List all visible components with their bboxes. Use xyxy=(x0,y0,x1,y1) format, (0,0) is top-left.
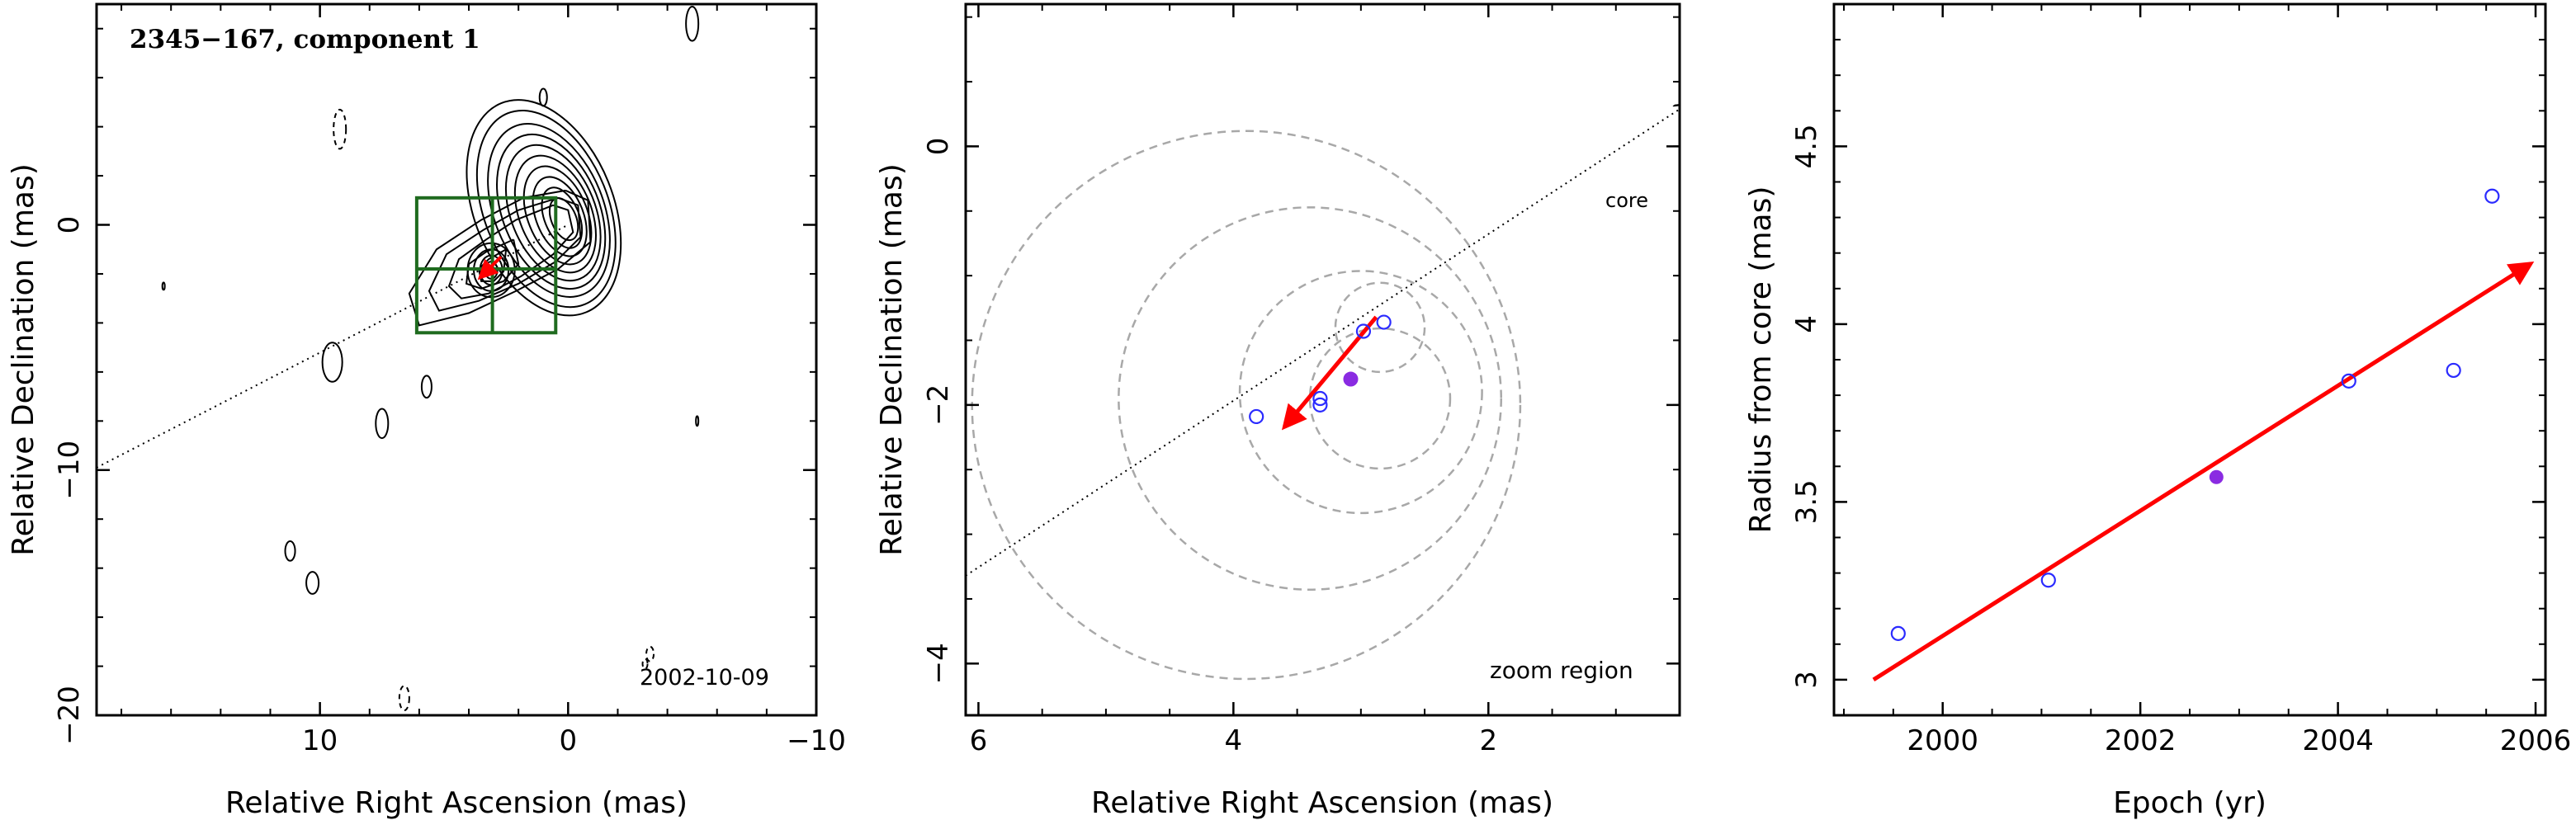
noise-contour xyxy=(284,540,296,562)
core-contour xyxy=(466,99,622,317)
current-epoch-point xyxy=(1343,371,1359,387)
position-point xyxy=(1312,397,1328,412)
negative-contour xyxy=(645,645,655,662)
xtick-label: 4 xyxy=(1225,724,1243,757)
xtick-label: 2006 xyxy=(2500,724,2572,757)
ytick-label: 4.5 xyxy=(1790,124,1823,168)
radius-point xyxy=(2484,188,2500,204)
ytick-label: 3 xyxy=(1790,671,1823,689)
map-panel: 10 0 −10 0 −10 −20 2345−167, component 1 2002… xyxy=(7,2,846,820)
radius-point xyxy=(1890,625,1906,641)
map-plot-area xyxy=(97,5,700,712)
jet-contour xyxy=(428,196,582,312)
xtick-label: 2002 xyxy=(2105,724,2177,757)
fit-vector xyxy=(1872,261,2535,682)
map-frame xyxy=(95,2,818,717)
jet-contour xyxy=(408,189,592,327)
negative-contour xyxy=(398,685,410,712)
xtick-label: 2000 xyxy=(1907,724,1978,757)
core-label: core xyxy=(1605,189,1648,212)
map-xlabel: Relative Right Ascension (mas) xyxy=(225,786,688,820)
core-contour xyxy=(496,133,607,290)
core-contour xyxy=(522,165,593,266)
xtick-label: 2 xyxy=(1479,724,1497,757)
xtick-label: 0 xyxy=(559,724,577,757)
noise-contour xyxy=(375,408,390,440)
radius-point xyxy=(2446,362,2461,379)
map-title: 2345−167, component 1 xyxy=(130,25,480,54)
core-contour xyxy=(548,197,579,242)
zoom-plot-area xyxy=(966,105,1680,681)
position-point xyxy=(1355,323,1372,339)
position-point xyxy=(1376,314,1392,330)
radius-ticks: 2000 2002 2004 2006 3 3.5 4 4.5 xyxy=(1790,3,2572,757)
core-contour xyxy=(475,109,617,309)
negative-contour xyxy=(333,108,347,150)
xtick-label: −10 xyxy=(787,724,846,757)
ytick-label: −10 xyxy=(53,441,86,500)
radius-xlabel: Epoch (yr) xyxy=(2113,786,2266,820)
uncertainty-circle xyxy=(1334,281,1426,374)
zoom-ticks: 6 4 2 0 −2 −4 xyxy=(922,4,1680,757)
zoom-annotation: zoom region xyxy=(1490,657,1633,684)
radius-frame xyxy=(1832,2,2547,717)
ytick-label: 0 xyxy=(922,138,955,156)
noise-contour xyxy=(420,375,432,399)
radius-point xyxy=(2341,373,2356,389)
ytick-label: 3.5 xyxy=(1790,479,1823,524)
zoom-panel: 6 4 2 0 −2 −4 zoom region core Relative Right… xyxy=(875,2,1681,820)
core-direction-line xyxy=(966,105,1680,577)
noise-contour xyxy=(685,5,700,42)
radius-panel: 2000 2002 2004 2006 3 3.5 4 4.5 Epoch (yr) Radi… xyxy=(1744,2,2572,820)
map-epoch-label: 2002-10-09 xyxy=(640,665,769,691)
uncertainty-circle xyxy=(1238,270,1483,515)
noise-contour xyxy=(161,281,166,291)
ytick-label: −4 xyxy=(922,643,955,684)
radius-ylabel: Radius from core (mas) xyxy=(1744,186,1778,534)
radius-plot-area xyxy=(1872,188,2535,682)
ytick-label: −2 xyxy=(922,384,955,426)
position-point xyxy=(1249,408,1264,425)
xtick-label: 2004 xyxy=(2302,724,2374,757)
map-ticks: 10 0 −10 0 −10 −20 xyxy=(53,4,846,757)
current-epoch-point xyxy=(2209,469,2224,484)
xtick-label: 6 xyxy=(970,724,988,757)
ytick-label: 4 xyxy=(1790,315,1823,333)
velocity-vector xyxy=(1281,315,1378,431)
ytick-label: 0 xyxy=(53,216,86,234)
noise-contour xyxy=(321,342,343,383)
uncertainty-circle xyxy=(1118,206,1503,591)
zoom-frame xyxy=(964,2,1681,717)
zoom-ylabel: Relative Declination (mas) xyxy=(875,163,909,556)
radius-point xyxy=(2040,573,2056,588)
core-contour xyxy=(504,144,602,282)
position-point xyxy=(1312,390,1328,407)
velocity-vector xyxy=(477,255,503,280)
map-ylabel: Relative Declination (mas) xyxy=(7,163,40,556)
uncertainty-circle xyxy=(1308,327,1452,470)
noise-contour xyxy=(538,87,548,107)
noise-contour xyxy=(305,571,320,595)
noise-contour xyxy=(695,415,700,427)
zoom-box xyxy=(414,196,558,335)
xtick-label: 10 xyxy=(302,724,338,757)
negative-contour xyxy=(641,658,649,670)
zoom-xlabel: Relative Right Ascension (mas) xyxy=(1091,786,1553,820)
jet-contour xyxy=(465,238,520,290)
ytick-label: −20 xyxy=(53,686,86,745)
core-contour xyxy=(541,186,584,249)
uncertainty-circle xyxy=(971,130,1522,681)
